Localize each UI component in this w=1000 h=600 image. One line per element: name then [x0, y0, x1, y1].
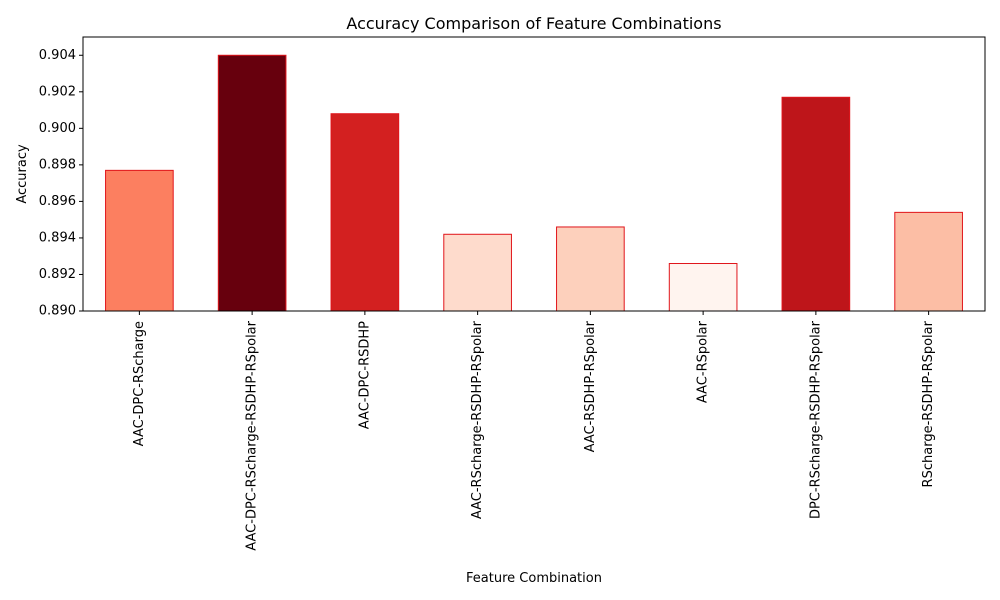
bar-aac-dpc-rsdhp: [330, 113, 400, 312]
bar-aac-rsdhp-rspolar: [556, 226, 625, 312]
y-tick-label: 0.898: [39, 157, 76, 172]
x-tick-label: DPC-RScharge-RSDHP-RSpolar: [808, 320, 823, 519]
bar-aac-rspolar: [668, 263, 738, 312]
x-tick-label: RScharge-RSDHP-RSpolar: [921, 320, 936, 487]
bars-group: [105, 54, 963, 312]
y-tick-label: 0.894: [39, 230, 76, 245]
bar-aac-dpc-rscharge-rsdhp-rspolar: [217, 54, 287, 312]
x-axis-label: Feature Combination: [466, 571, 602, 586]
bar-aac-dpc-rscharge: [105, 169, 174, 312]
y-tick-label: 0.892: [39, 267, 76, 282]
x-axis-ticks: AAC-DPC-RScharge AAC-DPC-RScharge-RSDHP-R…: [132, 311, 936, 551]
bar-rscharge-rsdhp-rspolar: [894, 211, 963, 312]
y-tick-label: 0.902: [39, 84, 76, 99]
y-tick-label: 0.900: [39, 121, 76, 136]
x-tick-label: AAC-DPC-RSDHP: [357, 321, 372, 429]
y-axis-ticks: 0.890 0.892 0.894 0.896 0.898 0.900 0.902 0.904: [39, 48, 83, 319]
bar-aac-rscharge-rsdhp-rspolar: [443, 233, 512, 312]
y-tick-label: 0.904: [39, 48, 76, 63]
y-tick-label: 0.890: [39, 304, 76, 319]
plot-frame: [82, 36, 986, 312]
x-tick-label: AAC-RSpolar: [696, 320, 711, 403]
chart-title: Accuracy Comparison of Feature Combinati…: [346, 14, 721, 33]
x-tick-label: AAC-RScharge-RSDHP-RSpolar: [470, 320, 485, 519]
x-tick-label: AAC-DPC-RScharge: [132, 321, 147, 446]
y-axis-label: Accuracy: [15, 144, 30, 204]
x-tick-label: AAC-RSDHP-RSpolar: [583, 320, 598, 452]
x-tick-label: AAC-DPC-RScharge-RSDHP-RSpolar: [245, 320, 260, 550]
bar-dpc-rscharge-rsdhp-rspolar: [781, 96, 851, 312]
y-tick-label: 0.896: [39, 194, 76, 209]
